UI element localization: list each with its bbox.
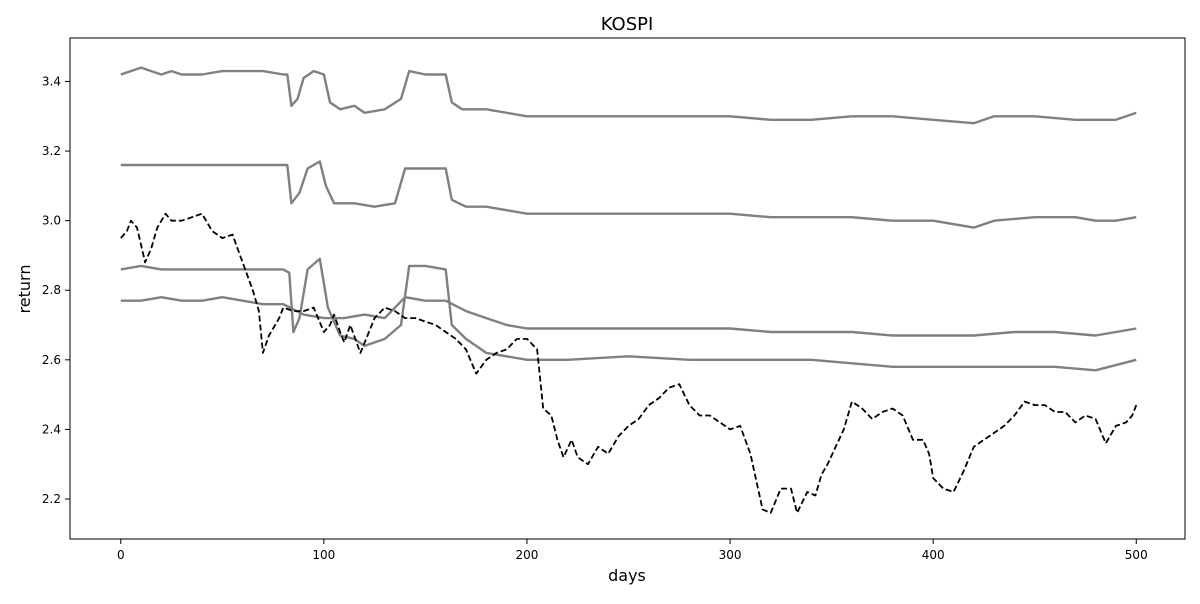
series-line-3 <box>120 257 1137 372</box>
series-layer <box>120 66 1138 514</box>
x-tick-label: 300 <box>719 548 742 562</box>
y-tick-label: 2.4 <box>42 422 61 436</box>
x-tick-label: 0 <box>117 548 125 562</box>
series-line-2 <box>120 160 1137 229</box>
y-tick-label: 3.2 <box>42 144 61 158</box>
y-tick-label: 3.0 <box>42 214 61 228</box>
y-tick-label: 3.4 <box>42 74 61 88</box>
x-tick-label: 400 <box>922 548 945 562</box>
series-line-5 <box>120 212 1138 514</box>
series-line-4 <box>120 296 1137 337</box>
chart-title: KOSPI <box>601 14 654 35</box>
x-tick-label: 500 <box>1125 548 1148 562</box>
series-line-1 <box>120 66 1137 125</box>
y-tick-label: 2.8 <box>42 283 61 297</box>
x-axis-title: days <box>608 566 646 585</box>
x-tick-label: 100 <box>312 548 335 562</box>
x-tick-label: 200 <box>516 548 539 562</box>
plot-frame <box>69 37 1186 540</box>
y-axis-title: return <box>15 265 34 314</box>
y-tick-label: 2.2 <box>42 492 61 506</box>
x-axis: 0 100 200 300 400 500 <box>117 539 1148 562</box>
y-axis: 2.2 2.4 2.6 2.8 3.0 3.2 3.4 <box>42 74 70 506</box>
y-tick-label: 2.6 <box>42 353 61 367</box>
